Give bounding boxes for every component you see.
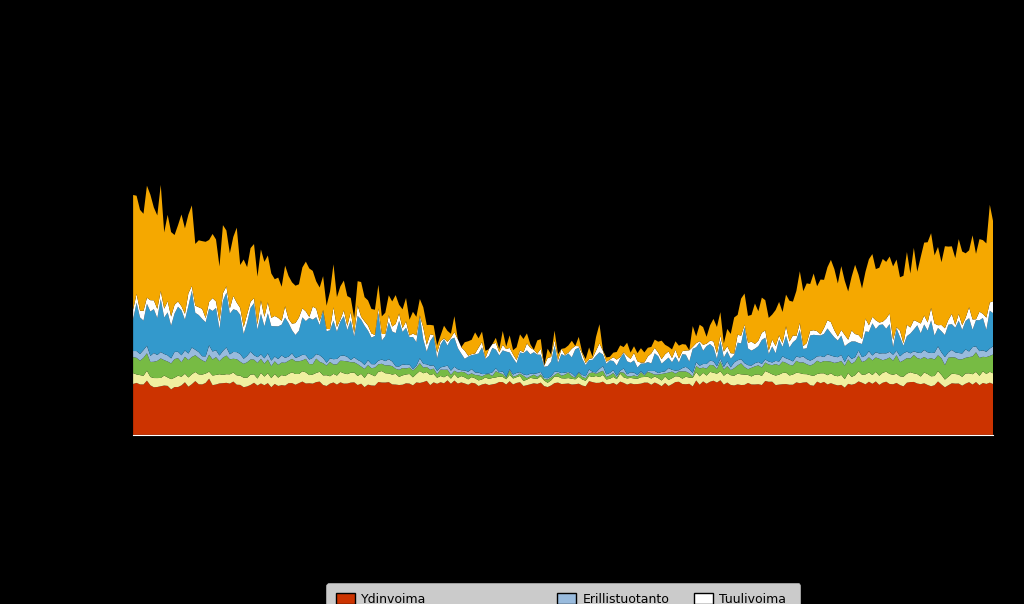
Legend: Ydinvoima, Yhteistuotanto, teollisuus, Yhteistuotanto kaukolämpö, Erillistuotant: Ydinvoima, Yhteistuotanto, teollisuus, Y… [326, 583, 801, 604]
